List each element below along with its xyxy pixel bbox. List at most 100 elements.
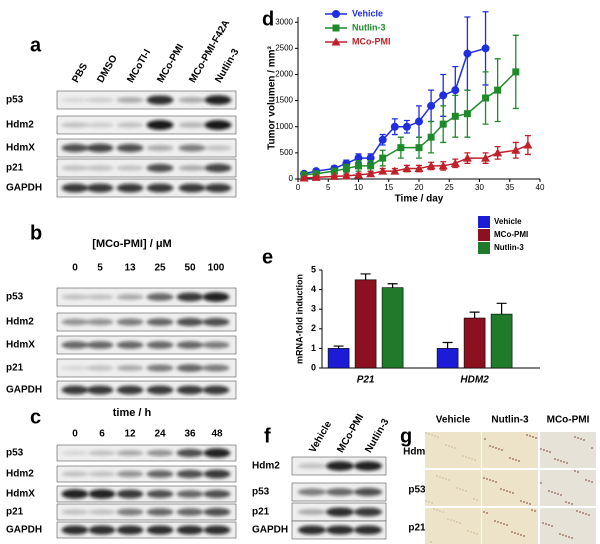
stain-dot [583,439,585,441]
stain-dot [492,446,494,448]
panel-letter: c [30,406,41,428]
blot-row-label: GAPDH [6,183,42,194]
blot-band [353,487,383,497]
stain-dot [494,520,496,522]
blot-band [61,165,89,171]
blot-band [353,525,383,535]
data-point [367,162,375,170]
blot-band [146,183,174,193]
blot-band [203,507,231,517]
lane-label: 12 [124,429,136,440]
blot-row-label: p21 [252,507,270,518]
lane-label: 0 [72,429,78,440]
x-tick-label: 10 [354,183,363,192]
blot-row-label: HdmX [6,143,35,154]
stain-dot [433,508,435,510]
data-point [426,161,436,170]
y-tick-label: 1000 [275,122,293,131]
stain-dot [523,535,525,537]
legend-marker [332,24,340,32]
stain-dot [483,511,485,513]
series-line [303,71,517,176]
stain-dot [459,488,461,490]
data-point [390,166,400,175]
stain-dot [554,492,556,494]
y-tick-label: 2 [311,323,316,333]
tile-row-label: p53 [408,485,426,496]
stain-dot [551,525,553,527]
stain-dot [517,533,519,535]
lane-label: 25 [154,263,166,274]
stain-dot [580,438,582,440]
blot-band [88,525,116,535]
stain-dot [535,437,537,439]
legend-label: Vehicle [494,217,522,226]
stain-dot [425,432,427,434]
stain-dot [509,457,511,459]
y-tick-label: 2500 [275,43,293,52]
bar [436,348,459,369]
data-point [511,145,521,154]
stain-dot [560,460,562,462]
stain-dot [588,514,590,516]
blot-band [146,449,174,457]
error-bar [469,311,480,319]
blot-band [325,507,355,517]
legend-swatch [478,229,490,241]
blot-band [176,525,204,535]
blot-strip [56,138,237,158]
data-point [482,94,490,102]
lane-label: 100 [208,263,225,274]
stain-dot [489,479,491,481]
blot-band [61,489,89,499]
stain-dot [557,493,559,495]
stain-dot [501,449,503,451]
tile-row-label: Hdm2 [403,447,431,458]
stain-dot [579,511,581,513]
blot-band [203,448,231,458]
bar [463,317,486,369]
lane-label: 6 [99,429,105,440]
bar [354,279,377,369]
stain-dot [559,533,561,535]
blot-band [86,294,114,300]
blot-band [297,509,327,515]
stain-dot [459,522,461,524]
stain-dot [456,521,458,523]
blot-band [146,508,174,516]
blot-band [86,122,114,128]
blot-strip [56,287,237,307]
stain-dot [566,462,568,464]
stain-dot [512,458,514,460]
stain-dot [529,503,531,505]
blot-band [61,183,89,193]
blot-row-label: Hdm2 [6,120,34,131]
blot-band [297,525,327,535]
blot-title: [MCo-PMI] / μM [92,238,171,250]
stain-dot [532,436,534,438]
y-tick-label: 2000 [275,70,293,79]
stain-dot [543,449,545,451]
blot-band [146,525,174,535]
stain-dot [454,447,456,449]
blot-band [61,450,89,456]
blot-band [88,509,116,515]
blot-row-label: Hdm2 [6,317,34,328]
stain-dot [465,490,467,492]
blot-band [116,525,144,535]
error-bar [387,283,398,288]
data-point [481,153,491,162]
blot-strip [56,90,237,110]
y-tick-label: 4 [311,284,316,294]
histology-tile [540,432,596,468]
blot-band [178,183,206,193]
tile-column-label: MCo-PMI [547,415,590,426]
blot-band [61,385,89,395]
stain-dot [468,457,470,459]
lane-label: 24 [154,429,166,440]
blot-band [86,165,114,171]
lane-label: MCo-PMI [155,42,186,85]
stain-dot [500,488,502,490]
x-tick-label: 35 [505,183,514,192]
